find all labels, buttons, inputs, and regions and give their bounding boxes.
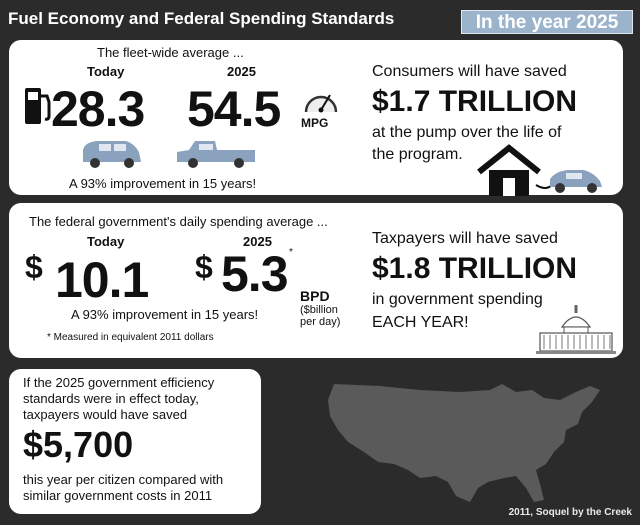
citizen-line2: standards were in effect today,: [23, 391, 199, 406]
fuel-intro: The fleet-wide average ...: [97, 45, 244, 60]
citizen-line5: similar government costs in 2011: [23, 488, 213, 503]
electric-car-icon: [535, 170, 602, 193]
taxpayers-savings-line2: in government spending: [372, 291, 543, 308]
usa-map-icon: [328, 384, 600, 502]
dollar-sign-today: $: [25, 249, 43, 285]
citizen-savings-panel: If the 2025 government efficiency standa…: [9, 369, 261, 514]
capitol-building-icon: [536, 305, 616, 354]
spending-intro: The federal government's daily spending …: [29, 214, 328, 229]
house-icon: [477, 144, 541, 196]
fuel-future-value: 54.5: [187, 81, 281, 137]
consumers-savings-line1: Consumers will have saved: [372, 63, 567, 80]
fuel-today-label: Today: [87, 64, 125, 79]
spending-improvement: A 93% improvement in 15 years!: [71, 307, 259, 322]
citizen-amount: $5,700: [23, 424, 134, 465]
taxpayers-savings-line3: EACH YEAR!: [372, 314, 469, 331]
consumers-savings-line3: the program.: [372, 146, 463, 163]
consumers-savings-amount: $1.7 TRILLION: [372, 85, 578, 118]
bpd-unit: BPD: [300, 288, 330, 304]
mpg-unit: MPG: [301, 116, 329, 130]
speedometer-icon: [304, 94, 338, 113]
taxpayers-savings-amount: $1.8 TRILLION: [372, 252, 578, 285]
taxpayers-savings-line1: Taxpayers will have saved: [372, 230, 558, 247]
citizen-line1: If the 2025 government efficiency: [23, 375, 215, 390]
bpd-note-line2: per day): [300, 316, 341, 328]
consumers-savings-line2: at the pump over the life of: [372, 124, 562, 141]
fuel-year-label: 2025: [227, 64, 256, 79]
minivan-icon: [83, 141, 141, 168]
spending-today-value: 10.1: [55, 252, 149, 308]
dollars-footnote: * Measured in equivalent 2011 dollars: [47, 332, 214, 343]
fuel-improvement: A 93% improvement in 15 years!: [69, 176, 257, 191]
bpd-note-line1: ($billion: [300, 304, 338, 316]
citizen-line4: this year per citizen compared with: [23, 472, 224, 487]
pickup-truck-icon: [177, 141, 255, 168]
spending-future-value: 5.3: [221, 246, 289, 302]
fuel-pump-icon: [25, 88, 51, 124]
fuel-economy-panel: The fleet-wide average ... Today 2025 28…: [9, 40, 623, 196]
credit-text: 2011, Soquel by the Creek: [508, 507, 632, 518]
fuel-today-value: 28.3: [51, 81, 145, 137]
citizen-line3: taxpayers would have saved: [23, 407, 188, 422]
spending-today-label: Today: [87, 234, 125, 249]
page-title: Fuel Economy and Federal Spending Standa…: [8, 9, 395, 28]
asterisk-mark: *: [289, 247, 293, 258]
federal-spending-panel: The federal government's daily spending …: [9, 203, 623, 358]
dollar-sign-future: $: [195, 249, 213, 285]
spending-year-label: 2025: [243, 234, 272, 249]
year-badge: In the year 2025: [461, 10, 633, 34]
